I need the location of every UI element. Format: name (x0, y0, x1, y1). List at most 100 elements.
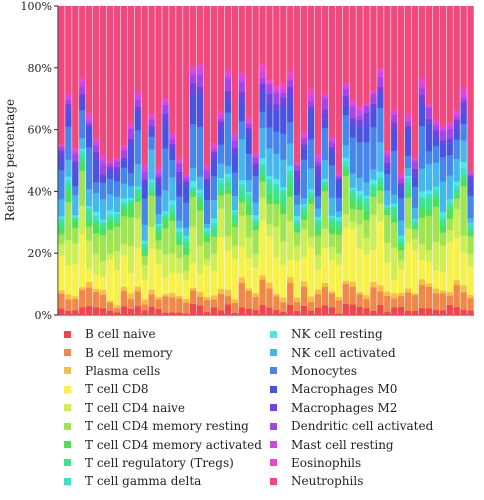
bar-segment (377, 190, 384, 204)
bar-segment (453, 117, 460, 121)
bar-segment (134, 94, 141, 100)
bar-segment (224, 90, 232, 101)
bar-segment (411, 222, 419, 227)
legend-swatch (270, 349, 277, 357)
bar-segment (148, 248, 155, 290)
bar-segment (453, 284, 460, 308)
bar-segment (210, 150, 218, 153)
bar-segment (238, 76, 245, 83)
bar-segment (79, 110, 86, 139)
bar-segment (141, 224, 148, 241)
bar-segment (398, 245, 405, 251)
bar-segment (391, 247, 398, 280)
bar-segment (120, 6, 128, 146)
bar-segment (377, 179, 384, 186)
bar-segment (196, 92, 204, 127)
bar-segment (65, 310, 72, 316)
bar-segment (99, 219, 107, 223)
bar-segment (287, 86, 294, 99)
bar-segment (120, 255, 128, 287)
bar-segment (120, 306, 128, 316)
bar-segment (58, 293, 65, 309)
bar-segment (384, 210, 391, 216)
bar-segment (238, 198, 245, 203)
bar-segment (425, 164, 433, 191)
bar-segment (391, 293, 398, 299)
bar-segment (411, 220, 419, 223)
bar-segment (92, 193, 100, 212)
bar-segment (169, 159, 176, 178)
bar-segment (210, 234, 218, 237)
legend-label: T cell CD4 naive (85, 400, 185, 415)
bar-segment (342, 176, 349, 215)
bar-segment (92, 215, 100, 221)
bar-segment (245, 124, 252, 128)
bar-segment (99, 294, 107, 309)
bar-segment (335, 296, 342, 301)
bar-segment (432, 293, 440, 311)
bar-segment (238, 246, 245, 278)
bar-segment (342, 88, 349, 97)
legend: B cell naive NK cell resting B cell memory… (64, 325, 479, 491)
bar-segment (120, 157, 128, 161)
bar-segment (99, 174, 107, 178)
legend-item: T cell regulatory (Tregs) (64, 454, 270, 472)
bar-segment (259, 91, 266, 112)
bar-segment (266, 178, 273, 184)
bar-segment (356, 190, 363, 195)
y-tick-label: 0% (35, 309, 52, 322)
legend-swatch (64, 367, 71, 375)
bar-segment (259, 6, 266, 65)
bar-segment (72, 6, 79, 149)
legend-label: Mast cell resting (291, 437, 394, 452)
bar-segment (453, 194, 460, 199)
bar-segment (314, 254, 322, 270)
bar-segment (141, 299, 148, 305)
bar-segment (287, 184, 294, 197)
bar-segment (384, 6, 391, 151)
legend-item: T cell gamma delta (64, 472, 270, 490)
bar-segment (446, 242, 453, 293)
legend-swatch (64, 385, 71, 393)
bar-segment (294, 180, 301, 195)
bar-segment (245, 205, 252, 216)
bar-segment (446, 138, 453, 144)
bar-segment (342, 280, 349, 285)
bar-segment (280, 297, 287, 303)
bar-segment (294, 6, 301, 163)
bar-segment (425, 107, 433, 119)
bar-segment (321, 6, 329, 94)
bar-segment (377, 291, 384, 306)
bars-group (58, 6, 474, 316)
bar-segment (294, 194, 301, 205)
bar-segment (314, 235, 322, 255)
bar-segment (300, 159, 308, 199)
bar-segment (259, 305, 266, 316)
bar-segment (439, 125, 446, 128)
bar-segment (363, 197, 370, 204)
bar-segment (349, 304, 356, 316)
bar-segment (72, 299, 79, 311)
bar-segment (86, 124, 93, 128)
bar-segment (294, 261, 301, 298)
bar-segment (183, 241, 190, 250)
bar-segment (439, 293, 446, 311)
bar-segment (314, 219, 322, 222)
bar-segment (349, 208, 356, 222)
bar-segment (425, 193, 433, 198)
legend-item: B cell memory (64, 343, 270, 361)
bar-segment (418, 197, 426, 208)
bar-segment (273, 296, 280, 310)
bar-segment (280, 133, 287, 160)
bar-segment (92, 274, 100, 289)
bar-segment (467, 181, 474, 196)
bar-segment (155, 299, 162, 309)
bar-segment (307, 203, 315, 238)
bar-segment (439, 181, 446, 213)
bar-segment (58, 227, 65, 235)
bar-segment (467, 195, 474, 219)
legend-swatch (270, 441, 277, 449)
bar-segment (113, 305, 121, 309)
bar-segment (411, 238, 419, 251)
bar-segment (99, 6, 107, 155)
